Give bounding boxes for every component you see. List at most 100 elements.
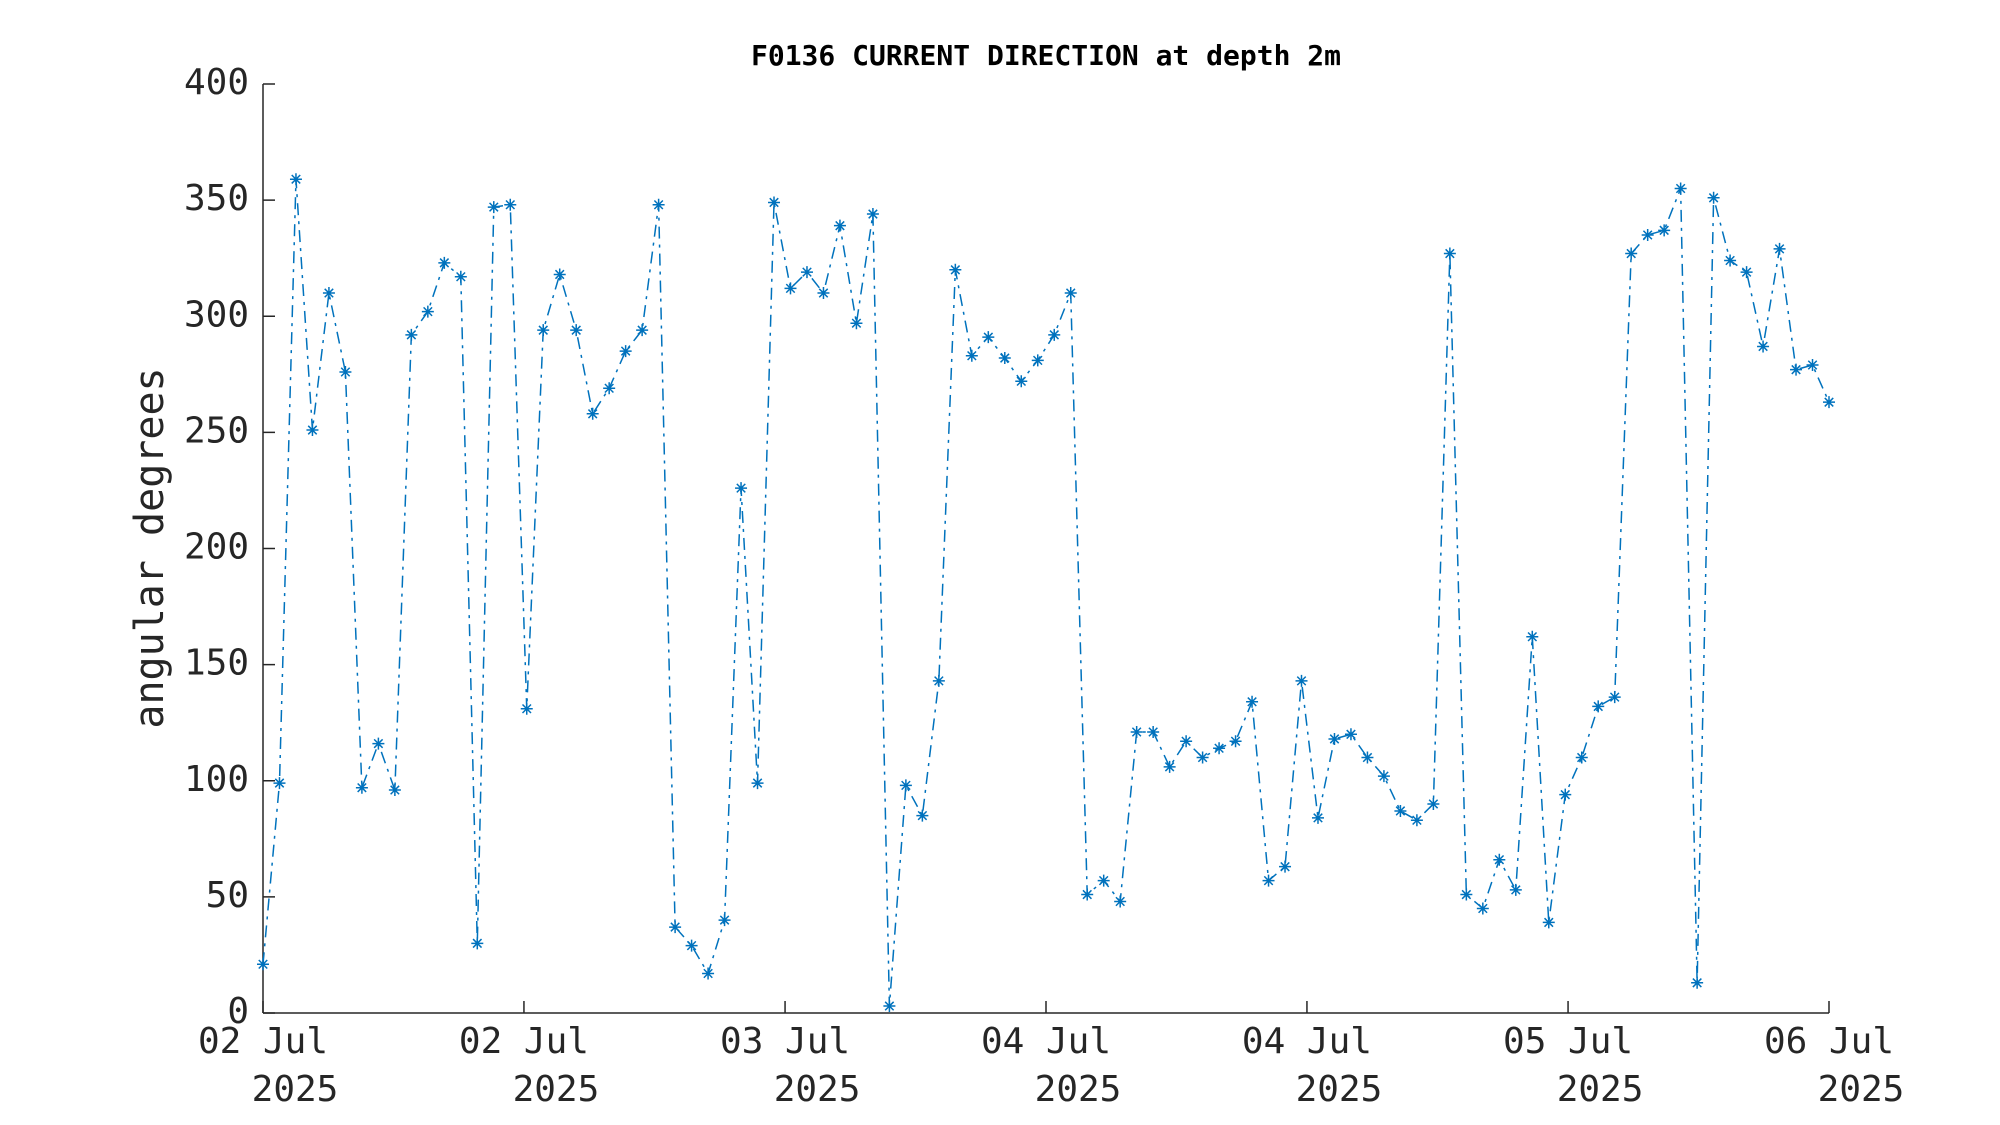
marker xyxy=(1526,630,1539,643)
marker xyxy=(1213,742,1226,755)
marker xyxy=(1707,191,1720,204)
marker xyxy=(1097,874,1110,887)
marker xyxy=(1740,266,1753,279)
marker xyxy=(1147,725,1160,738)
marker xyxy=(388,784,401,797)
marker xyxy=(553,268,566,281)
y-tick-label: 50 xyxy=(206,875,249,916)
marker xyxy=(306,424,319,437)
marker xyxy=(735,482,748,495)
y-tick-label: 350 xyxy=(184,178,249,219)
marker xyxy=(1064,287,1077,300)
marker xyxy=(537,324,550,337)
marker xyxy=(355,781,368,794)
y-axis-label: angular degrees xyxy=(127,367,173,728)
chart-title: F0136 CURRENT DIRECTION at depth 2m xyxy=(751,39,1341,72)
marker xyxy=(899,779,912,792)
x-tick-label: 04 Jul 2025 xyxy=(981,1021,1121,1110)
marker xyxy=(916,809,929,822)
marker xyxy=(1295,674,1308,687)
marker xyxy=(1361,751,1374,764)
marker xyxy=(438,256,451,269)
marker xyxy=(1806,359,1819,372)
marker xyxy=(1724,254,1737,267)
marker xyxy=(965,349,978,362)
marker xyxy=(1279,860,1292,873)
marker xyxy=(1246,695,1259,708)
marker xyxy=(1048,328,1061,341)
marker xyxy=(1443,247,1456,260)
y-tick-label: 400 xyxy=(184,62,249,103)
marker xyxy=(1328,732,1341,745)
marker xyxy=(1608,691,1621,704)
marker xyxy=(1592,700,1605,713)
marker xyxy=(1196,751,1209,764)
y-tick-label: 250 xyxy=(184,410,249,451)
marker xyxy=(1344,728,1357,741)
marker xyxy=(1031,354,1044,367)
marker xyxy=(1559,788,1572,801)
data-line xyxy=(262,179,1830,1007)
y-tick-label: 100 xyxy=(184,759,249,800)
marker xyxy=(372,737,385,750)
marker xyxy=(1509,883,1522,896)
marker xyxy=(850,317,863,330)
marker xyxy=(982,331,995,344)
y-tick-label: 200 xyxy=(184,527,249,568)
x-tick-label: 02 Jul 2025 xyxy=(198,1021,338,1110)
x-tick-label: 03 Jul 2025 xyxy=(720,1021,860,1110)
marker xyxy=(504,198,517,211)
marker xyxy=(702,967,715,980)
marker xyxy=(718,914,731,927)
marker xyxy=(1114,895,1127,908)
x-tick-label: 06 Jul 2025 xyxy=(1764,1021,1904,1110)
marker xyxy=(603,382,616,395)
marker xyxy=(586,407,599,420)
marker xyxy=(800,266,813,279)
marker xyxy=(1575,751,1588,764)
marker xyxy=(998,352,1011,365)
marker xyxy=(1773,242,1786,255)
marker xyxy=(1410,814,1423,827)
marker xyxy=(669,921,682,934)
marker xyxy=(570,324,583,337)
marker xyxy=(1180,735,1193,748)
marker xyxy=(949,263,962,276)
marker xyxy=(520,702,533,715)
x-tick-label: 04 Jul 2025 xyxy=(1242,1021,1382,1110)
marker xyxy=(833,219,846,232)
marker xyxy=(1229,735,1242,748)
marker xyxy=(883,1000,896,1013)
marker xyxy=(1015,375,1028,388)
marker xyxy=(1691,976,1704,989)
marker xyxy=(1476,902,1489,915)
marker xyxy=(751,777,764,790)
marker xyxy=(1658,224,1671,237)
marker xyxy=(1163,760,1176,773)
marker xyxy=(817,287,830,300)
marker xyxy=(1823,396,1835,409)
x-tick-label: 02 Jul 2025 xyxy=(459,1021,599,1110)
marker xyxy=(339,365,352,378)
marker xyxy=(257,958,269,971)
marker xyxy=(619,345,632,358)
marker xyxy=(652,198,665,211)
marker xyxy=(784,282,797,295)
marker xyxy=(1262,874,1275,887)
marker xyxy=(289,173,302,186)
marker xyxy=(405,328,418,341)
marker xyxy=(322,287,335,300)
marker xyxy=(768,196,781,209)
marker xyxy=(1130,725,1143,738)
marker xyxy=(421,305,434,318)
marker xyxy=(636,324,649,337)
marker xyxy=(1757,340,1770,353)
y-tick-label: 150 xyxy=(184,643,249,684)
marker xyxy=(932,674,945,687)
marker xyxy=(1625,247,1638,260)
marker xyxy=(866,208,879,221)
marker xyxy=(1542,916,1555,929)
marker xyxy=(1394,804,1407,817)
